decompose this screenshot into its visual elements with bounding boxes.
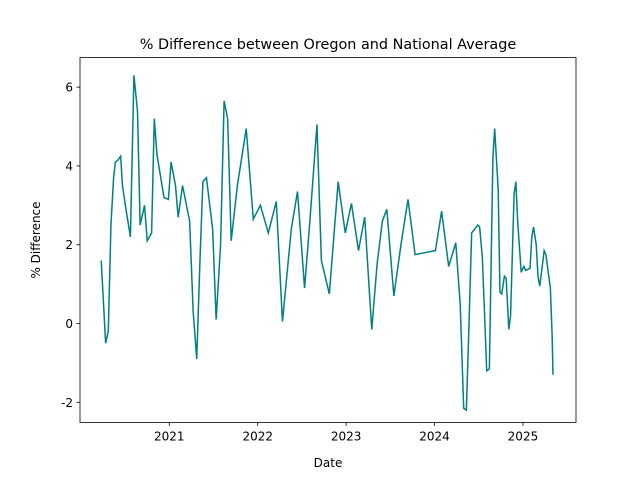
y-tick-label: -2: [61, 396, 73, 410]
chart-title: % Difference between Oregon and National…: [140, 37, 517, 53]
data-line: [100, 75, 554, 412]
y-axis-label: % Difference: [29, 201, 43, 278]
y-tick-label: 6: [65, 81, 73, 95]
x-tick-label: 2022: [242, 429, 273, 443]
x-tick-label: 2023: [331, 429, 362, 443]
x-axis-label: Date: [314, 456, 343, 470]
x-tick-label: 2025: [508, 429, 539, 443]
y-tick-label: 4: [65, 159, 73, 173]
x-tick-label: 2024: [419, 429, 450, 443]
x-tick-label: 2021: [154, 429, 185, 443]
y-tick-label: 2: [65, 238, 73, 252]
y-tick-label: 0: [65, 317, 73, 331]
axes-frame: [79, 57, 577, 423]
